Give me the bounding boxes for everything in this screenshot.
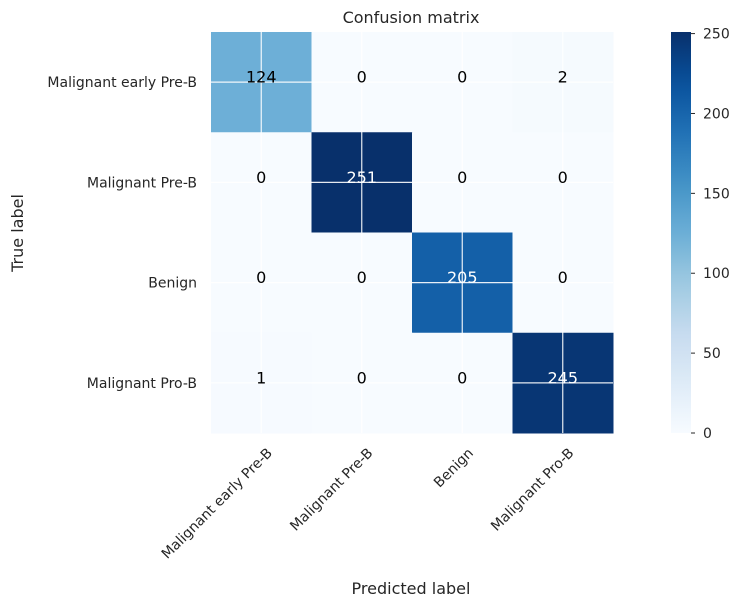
cell-value-2-3: 0 xyxy=(558,268,568,287)
x-tick-label-3: Malignant Pro-B xyxy=(488,445,577,534)
grid-lines xyxy=(211,32,613,433)
y-tick-labels: Malignant early Pre-B Malignant Pre-B Beni… xyxy=(47,75,197,392)
colorbar-tick-label-4: 200 xyxy=(703,106,730,122)
cell-value-2-2: 205 xyxy=(447,268,478,287)
cell-value-1-0: 0 xyxy=(256,168,266,187)
cell-value-2-0: 0 xyxy=(256,268,266,287)
cell-value-0-0: 124 xyxy=(246,68,277,87)
cell-value-labels: 124 0 0 2 0 251 0 0 0 0 205 0 1 0 0 245 xyxy=(246,68,578,388)
cell-value-3-1: 0 xyxy=(357,368,367,387)
cell-value-1-1: 251 xyxy=(346,168,377,187)
y-tick-label-1: Malignant Pre-B xyxy=(87,175,197,191)
y-tick-label-3: Malignant Pro-B xyxy=(87,376,197,392)
y-tick-label-0: Malignant early Pre-B xyxy=(47,75,197,91)
x-tick-labels: Malignant early Pre-B Malignant Pre-B Beni… xyxy=(159,445,578,562)
colorbar-tick-label-1: 50 xyxy=(703,346,721,362)
colorbar-tick-label-2: 100 xyxy=(703,266,730,282)
cell-value-3-0: 1 xyxy=(256,368,266,387)
colorbar-fill xyxy=(671,32,691,433)
colorbar-tick-label-5: 250 xyxy=(703,27,730,43)
cell-value-1-3: 0 xyxy=(558,168,568,187)
cell-value-0-1: 0 xyxy=(357,68,367,87)
colorbar-tick-label-0: 0 xyxy=(703,426,712,442)
x-axis-label: Predicted label xyxy=(352,579,471,598)
x-tick-label-0: Malignant early Pre-B xyxy=(159,445,276,562)
colorbar: 0 50 100 150 200 250 xyxy=(671,27,730,442)
cell-value-0-3: 2 xyxy=(558,68,568,87)
cell-value-2-1: 0 xyxy=(357,268,367,287)
chart-title: Confusion matrix xyxy=(343,8,480,27)
cell-value-3-3: 245 xyxy=(547,368,578,387)
x-tick-label-1: Malignant Pre-B xyxy=(287,445,376,534)
colorbar-tick-label-3: 150 xyxy=(703,186,730,202)
cell-value-0-2: 0 xyxy=(457,68,467,87)
y-tick-label-2: Benign xyxy=(148,276,197,292)
x-tick-label-2: Benign xyxy=(431,445,477,491)
cell-value-3-2: 0 xyxy=(457,368,467,387)
y-axis-label: True label xyxy=(8,194,27,273)
cell-value-1-2: 0 xyxy=(457,168,467,187)
